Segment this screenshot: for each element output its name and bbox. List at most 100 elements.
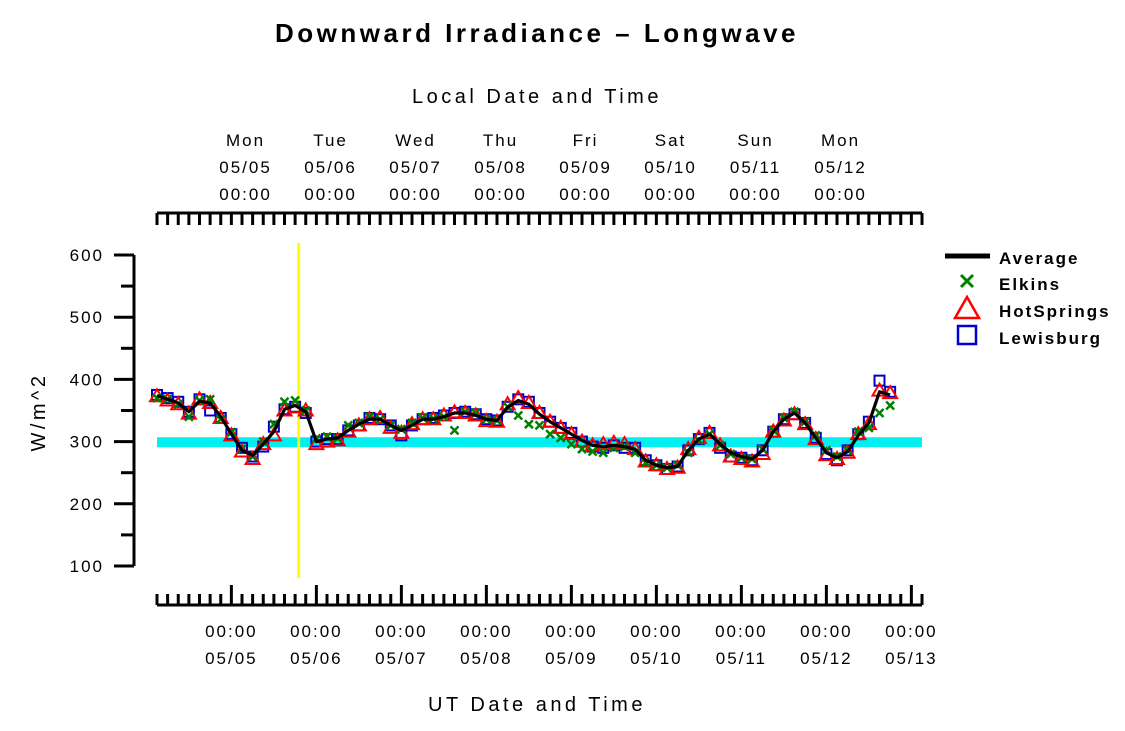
y-tick-label: 300 xyxy=(70,433,104,452)
elkins-point xyxy=(513,410,524,421)
bottom-tick-date: 05/09 xyxy=(545,649,598,668)
y-tick-label: 400 xyxy=(70,370,104,389)
hotsprings-point xyxy=(445,403,464,419)
hotsprings-point xyxy=(881,384,899,400)
bottom-tick-time: 00:00 xyxy=(375,622,428,641)
top-tick-time: 00:00 xyxy=(304,185,357,204)
bottom-tick-time: 00:00 xyxy=(630,622,683,641)
top-tick-date: 05/05 xyxy=(219,158,272,177)
elkins-point-stroke xyxy=(885,400,896,411)
elkins-point xyxy=(545,429,556,440)
elkins-point-stroke xyxy=(874,408,885,418)
reference-band xyxy=(157,437,922,448)
top-tick-date: 05/10 xyxy=(644,158,697,177)
hotsprings-point xyxy=(796,415,814,431)
hotsprings-point xyxy=(711,436,729,452)
elkins-point xyxy=(523,419,534,430)
top-tick-date: 05/11 xyxy=(730,158,781,177)
y-tick-label: 500 xyxy=(70,308,104,327)
elkins-point xyxy=(290,395,301,406)
x-axis-title: UT Date and Time xyxy=(428,694,646,716)
legend-item-average: Average xyxy=(945,249,1079,268)
elkins-point-stroke xyxy=(555,432,566,443)
elkins-point-stroke xyxy=(587,446,598,457)
legend-item-lewisburg: Lewisburg xyxy=(956,324,1102,348)
hotsprings-point xyxy=(743,452,761,468)
bottom-tick-time: 00:00 xyxy=(460,622,513,641)
elkins-point-stroke xyxy=(268,419,279,430)
hotsprings-point xyxy=(764,422,782,438)
elkins-point xyxy=(183,411,194,422)
top-tick-time: 00:00 xyxy=(219,185,272,204)
legend-label-average: Average xyxy=(999,249,1079,268)
legend-label-lewisburg: Lewisburg xyxy=(999,329,1102,348)
top-tick-weekday: Sat xyxy=(655,131,687,150)
legend-item-elkins: Elkins xyxy=(959,273,1059,294)
reference-band-rect xyxy=(157,437,922,448)
legend-swatch-hotsprings xyxy=(952,294,982,320)
bottom-tick-time: 00:00 xyxy=(205,622,258,641)
top-tick-date: 05/09 xyxy=(559,158,612,177)
elkins-point-stroke xyxy=(577,444,587,454)
hotsprings-point xyxy=(254,435,272,451)
top-tick-time: 00:00 xyxy=(474,185,527,204)
hotsprings-point xyxy=(509,389,527,405)
top-tick-weekday: Sun xyxy=(737,131,773,150)
elkins-point-stroke xyxy=(545,429,556,440)
top-tick-time: 00:00 xyxy=(644,185,697,204)
top-tick-weekday: Tue xyxy=(313,131,348,150)
elkins-point-stroke xyxy=(863,423,874,433)
top-tick-weekday: Mon xyxy=(226,131,265,150)
elkins-point-stroke xyxy=(523,419,534,430)
elkins-point xyxy=(885,400,896,411)
bottom-tick-time: 00:00 xyxy=(800,622,853,641)
legend: Average Elkins HotSprings Lewisburg xyxy=(945,249,1111,348)
bottom-tick-time: 00:00 xyxy=(885,622,938,641)
bottom-tick-date: 05/10 xyxy=(630,649,683,668)
series-average xyxy=(156,390,891,470)
bottom-tick-date: 05/08 xyxy=(460,649,513,668)
top-tick-date: 05/06 xyxy=(304,158,357,177)
y-tick-label: 600 xyxy=(70,246,104,265)
y-tick-label: 200 xyxy=(70,495,104,514)
bottom-tick-date: 05/06 xyxy=(290,649,343,668)
elkins-point-stroke xyxy=(183,411,194,422)
series-layer xyxy=(148,374,899,475)
top-tick-date: 05/08 xyxy=(474,158,527,177)
elkins-point xyxy=(577,444,587,454)
y-tick-label: 100 xyxy=(70,557,104,576)
top-tick-time: 00:00 xyxy=(814,185,867,204)
elkins-point xyxy=(566,439,577,449)
elkins-point-stroke xyxy=(534,420,545,431)
top-tick-time: 00:00 xyxy=(389,185,442,204)
elkins-point xyxy=(587,446,598,457)
hotsprings-point xyxy=(307,435,326,451)
elkins-point-stroke xyxy=(513,410,524,421)
top-tick-weekday: Wed xyxy=(395,131,436,150)
bottom-tick-date: 05/12 xyxy=(800,649,853,668)
elkins-point xyxy=(449,425,460,436)
elkins-point xyxy=(279,396,290,407)
legend-label-hotsprings: HotSprings xyxy=(999,302,1111,321)
lewisburg-point xyxy=(873,374,886,387)
top-tick-weekday: Fri xyxy=(573,131,599,150)
legend-swatch-elkins xyxy=(959,273,975,289)
elkins-point xyxy=(555,432,566,443)
elkins-point-stroke xyxy=(449,425,460,436)
top-tick-date: 05/07 xyxy=(389,158,442,177)
elkins-point-stroke xyxy=(290,395,301,406)
elkins-point-stroke xyxy=(279,396,290,407)
legend-item-hotsprings: HotSprings xyxy=(952,294,1111,321)
y-axis-title: W/m^2 xyxy=(28,372,50,451)
elkins-point-stroke xyxy=(853,426,864,437)
elkins-point xyxy=(534,420,545,431)
bottom-tick-date: 05/13 xyxy=(885,649,938,668)
elkins-point-stroke xyxy=(598,447,609,458)
top-tick-weekday: Mon xyxy=(821,131,860,150)
legend-swatch-lewisburg xyxy=(956,324,978,346)
top-tick-date: 05/12 xyxy=(814,158,867,177)
top-axis-title: Local Date and Time xyxy=(412,86,662,108)
top-tick-weekday: Thu xyxy=(483,131,518,150)
chart-title: Downward Irradiance – Longwave xyxy=(275,18,799,48)
